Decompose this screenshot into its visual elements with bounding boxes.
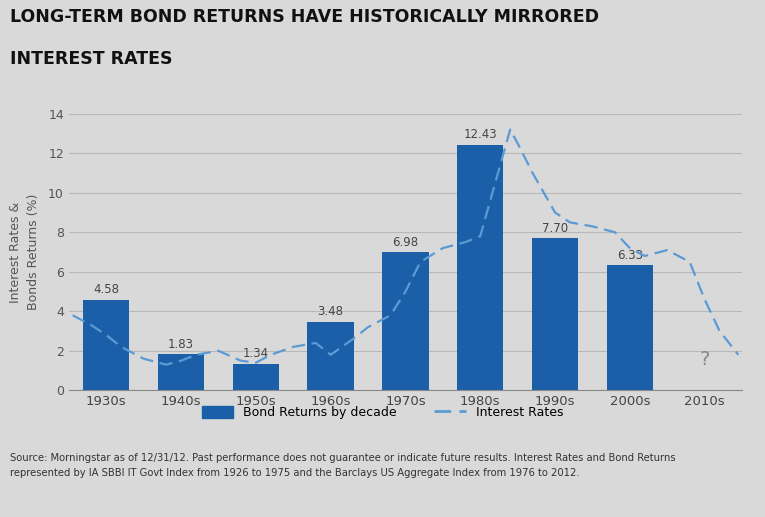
Text: Source: Morningstar as of 12/31/12. Past performance does not guarantee or indic: Source: Morningstar as of 12/31/12. Past… (10, 453, 675, 478)
Text: ?: ? (699, 349, 710, 369)
Bar (233, 364, 279, 390)
Text: 1.34: 1.34 (243, 347, 269, 360)
Bar (158, 354, 204, 390)
Text: 12.43: 12.43 (464, 128, 497, 141)
Bar (382, 252, 428, 390)
Text: 6.33: 6.33 (617, 249, 643, 262)
Legend: Bond Returns by decade, Interest Rates: Bond Returns by decade, Interest Rates (197, 401, 568, 424)
Y-axis label: Interest Rates &
Bonds Returns (%): Interest Rates & Bonds Returns (%) (8, 194, 40, 310)
Text: 1.83: 1.83 (168, 338, 194, 351)
Text: 3.48: 3.48 (317, 305, 343, 318)
Text: LONG-TERM BOND RETURNS HAVE HISTORICALLY MIRRORED: LONG-TERM BOND RETURNS HAVE HISTORICALLY… (10, 8, 599, 26)
Text: 7.70: 7.70 (542, 222, 568, 235)
Bar (532, 238, 578, 390)
Bar (83, 300, 129, 390)
Text: 4.58: 4.58 (93, 283, 119, 296)
Bar (607, 265, 653, 390)
Text: 6.98: 6.98 (392, 236, 418, 249)
Bar (308, 322, 354, 390)
Text: INTEREST RATES: INTEREST RATES (10, 50, 172, 68)
Bar (457, 145, 503, 390)
